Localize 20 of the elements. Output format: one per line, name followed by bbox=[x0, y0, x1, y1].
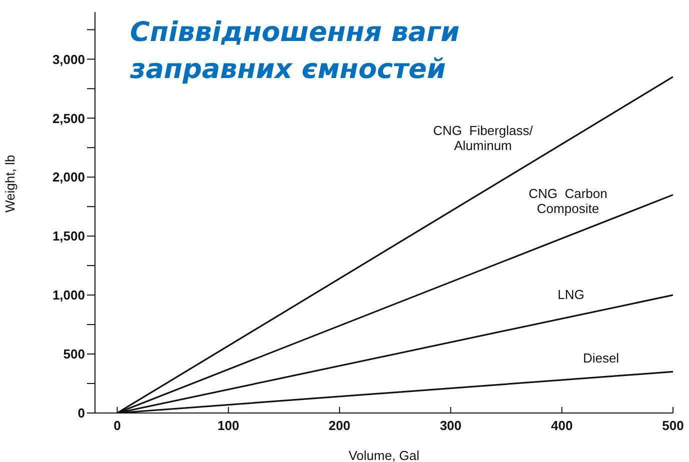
x-tick-label: 500 bbox=[662, 418, 684, 434]
y-tick-label: 2,000 bbox=[52, 170, 85, 185]
x-tick-label: 100 bbox=[218, 418, 240, 434]
y-tick-label: 2,500 bbox=[52, 110, 85, 126]
series-label: CNG Fiberglass/ Aluminum bbox=[433, 122, 534, 153]
x-tick-label: 0 bbox=[114, 418, 121, 434]
x-tick-label: 200 bbox=[328, 418, 350, 434]
y-tick-label: 500 bbox=[63, 346, 85, 362]
y-tick-label: 0 bbox=[78, 406, 85, 421]
y-tick-label: 1,500 bbox=[52, 228, 85, 244]
y-tick-label: 3,000 bbox=[52, 52, 85, 67]
x-tick-label: 400 bbox=[550, 418, 573, 434]
series-label: CNG Carbon Composite bbox=[528, 186, 608, 216]
x-tick-label: 300 bbox=[440, 418, 462, 434]
x-axis-title: Volume, Gal bbox=[348, 448, 420, 462]
series-label: Diesel bbox=[582, 350, 620, 366]
y-axis-title: Weight, lb bbox=[2, 154, 18, 212]
text: Співвідношення ваги заправних ємностей bbox=[130, 16, 460, 87]
y-tick-label: 1,000 bbox=[52, 288, 85, 303]
series-label: LNG bbox=[558, 287, 584, 302]
